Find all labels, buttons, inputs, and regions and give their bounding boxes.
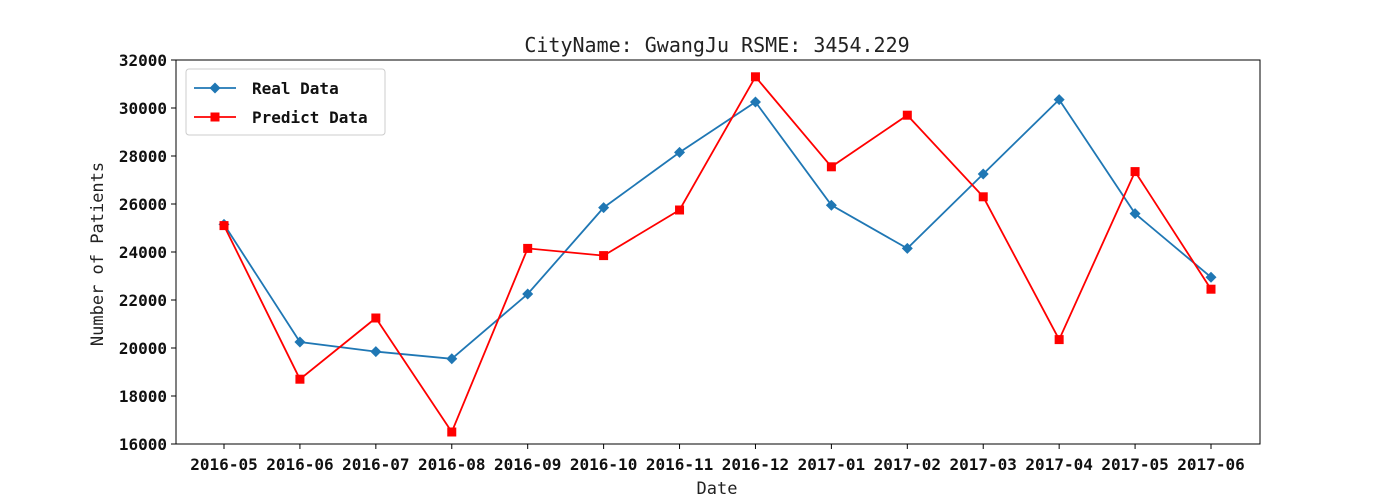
legend-marker-real-data [209, 82, 221, 94]
x-tick-label: 2016-06 [266, 455, 333, 474]
data-point-predict-data [295, 374, 305, 384]
y-tick-label: 20000 [119, 339, 167, 358]
legend-box [185, 68, 386, 136]
data-point-real-data [1205, 271, 1217, 283]
y-tick-label: 30000 [119, 99, 167, 118]
legend-label-real-data: Real Data [252, 79, 339, 98]
data-point-predict-data [750, 72, 760, 82]
data-point-predict-data [826, 162, 836, 172]
x-tick-label: 2016-07 [342, 455, 409, 474]
legend-label-predict-data: Predict Data [252, 108, 368, 127]
data-point-predict-data [523, 243, 533, 253]
plot-area: 16000 18000 20000 22000 24000 26000 28000 30000… [119, 51, 1261, 474]
data-point-real-data [294, 336, 306, 348]
data-point-real-data [446, 353, 458, 365]
x-tick-label: 2016-10 [570, 455, 637, 474]
y-axis-label: Number of Patients [88, 162, 108, 346]
legend-marker-predict-data [210, 112, 220, 122]
y-tick-label: 32000 [119, 51, 167, 70]
x-tick-label: 2017-04 [1025, 455, 1092, 474]
data-point-predict-data [1054, 335, 1064, 345]
chart-title: CityName: GwangJu RSME: 3454.229 [524, 33, 909, 57]
legend: Real Data Predict Data [185, 68, 386, 136]
x-tick-label: 2016-11 [646, 455, 713, 474]
x-tick-label: 2017-03 [950, 455, 1017, 474]
data-point-real-data [901, 242, 913, 254]
data-point-real-data [749, 96, 761, 108]
series-line-real-data [223, 98, 1212, 360]
data-point-real-data [598, 202, 610, 214]
data-point-predict-data [1206, 284, 1216, 294]
y-tick-label: 16000 [119, 435, 167, 454]
series-line-predict-data [223, 75, 1212, 434]
data-point-real-data [1129, 208, 1141, 220]
data-point-real-data [825, 199, 837, 211]
data-point-predict-data [447, 427, 457, 437]
data-point-predict-data [219, 221, 229, 231]
data-point-real-data [1053, 94, 1065, 106]
data-point-real-data [674, 146, 686, 158]
data-point-real-data [522, 288, 534, 300]
x-tick-label: 2016-09 [494, 455, 561, 474]
data-point-predict-data [371, 313, 381, 323]
y-tick-label: 24000 [119, 243, 167, 262]
y-tick-label: 22000 [119, 291, 167, 310]
x-tick-label: 2016-12 [722, 455, 789, 474]
data-point-predict-data [902, 110, 912, 120]
x-tick-label: 2016-05 [190, 455, 257, 474]
y-tick-label: 18000 [119, 387, 167, 406]
data-point-predict-data [599, 251, 609, 261]
x-tick-label: 2017-05 [1101, 455, 1168, 474]
data-point-predict-data [978, 192, 988, 202]
x-tick-label: 2016-08 [418, 455, 485, 474]
x-tick-label: 2017-06 [1177, 455, 1244, 474]
x-tick-label: 2017-01 [798, 455, 865, 474]
y-tick-label: 28000 [119, 147, 167, 166]
x-tick-label: 2017-02 [874, 455, 941, 474]
data-point-predict-data [1130, 167, 1140, 177]
data-point-predict-data [675, 205, 685, 215]
x-axis-label: Date [697, 479, 738, 499]
data-point-real-data [977, 168, 989, 180]
data-point-real-data [370, 346, 382, 358]
y-tick-label: 26000 [119, 195, 167, 214]
